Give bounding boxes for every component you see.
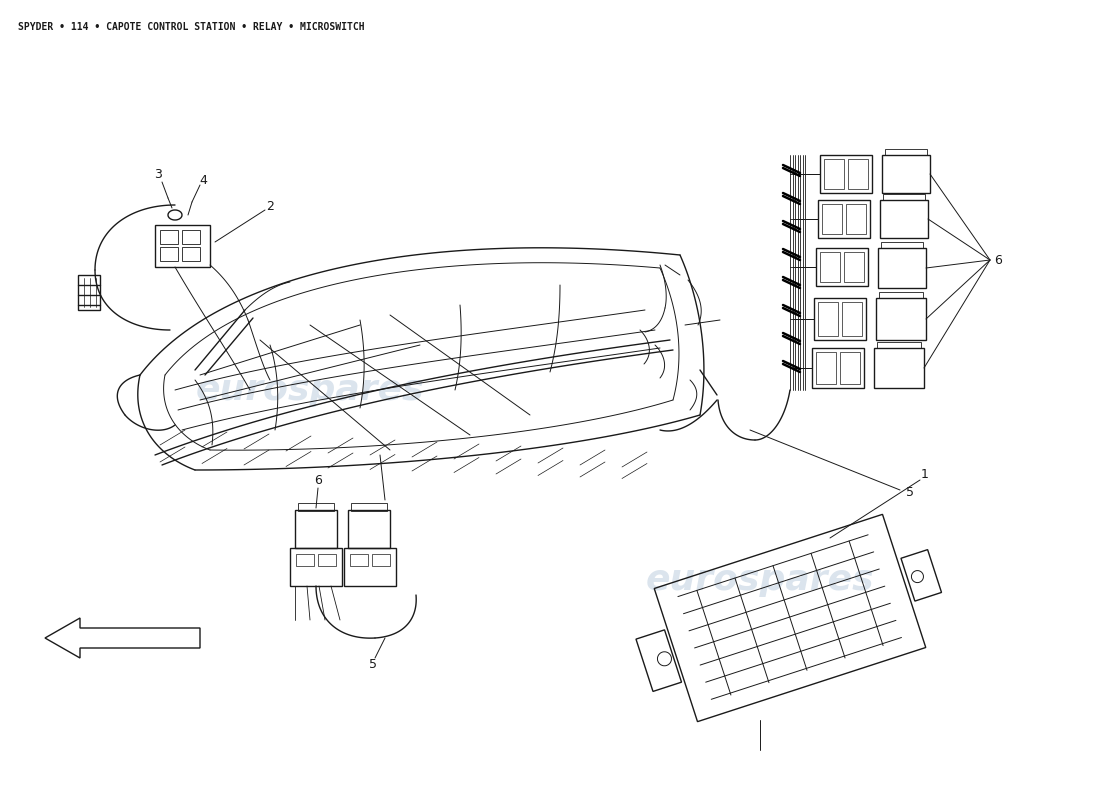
Bar (295, 510, 337, 548)
Bar (844, 252, 864, 282)
Bar (879, 292, 923, 298)
Bar (348, 510, 390, 548)
Bar (874, 348, 924, 388)
Bar (818, 302, 838, 336)
Bar (882, 155, 930, 193)
Text: 6: 6 (994, 254, 1002, 266)
Bar (876, 298, 926, 340)
Bar (318, 554, 336, 566)
Text: eurospares: eurospares (646, 563, 874, 597)
Bar (350, 554, 368, 566)
Bar (840, 352, 860, 384)
Bar (820, 155, 872, 193)
Bar (298, 503, 334, 511)
Bar (842, 302, 862, 336)
Bar (344, 548, 396, 586)
Bar (878, 248, 926, 288)
Bar (182, 247, 200, 261)
Bar (372, 554, 390, 566)
Bar (822, 204, 842, 234)
Bar (883, 194, 925, 200)
Bar (351, 503, 387, 511)
Bar (881, 242, 923, 248)
Bar (877, 342, 921, 348)
Text: 6: 6 (315, 474, 322, 486)
Text: SPYDER • 114 • CAPOTE CONTROL STATION • RELAY • MICROSWITCH: SPYDER • 114 • CAPOTE CONTROL STATION • … (18, 22, 364, 32)
Text: eurospares: eurospares (196, 373, 425, 407)
Text: 5: 5 (906, 486, 914, 499)
Bar (820, 252, 840, 282)
Bar (160, 230, 178, 244)
Bar (880, 200, 928, 238)
Text: 2: 2 (266, 201, 274, 214)
Bar (846, 204, 866, 234)
Bar (155, 225, 210, 267)
Text: 1: 1 (921, 467, 928, 481)
Bar (812, 348, 864, 388)
Bar (160, 247, 178, 261)
Bar (848, 159, 868, 189)
Bar (816, 248, 868, 286)
Bar (182, 230, 200, 244)
Bar (290, 548, 342, 586)
Bar (816, 352, 836, 384)
Bar (824, 159, 844, 189)
Text: 5: 5 (368, 658, 377, 671)
Bar (886, 149, 927, 155)
Bar (78, 275, 100, 310)
Bar (818, 200, 870, 238)
Text: 4: 4 (199, 174, 207, 186)
Bar (814, 298, 866, 340)
Bar (296, 554, 314, 566)
Text: 3: 3 (154, 169, 162, 182)
